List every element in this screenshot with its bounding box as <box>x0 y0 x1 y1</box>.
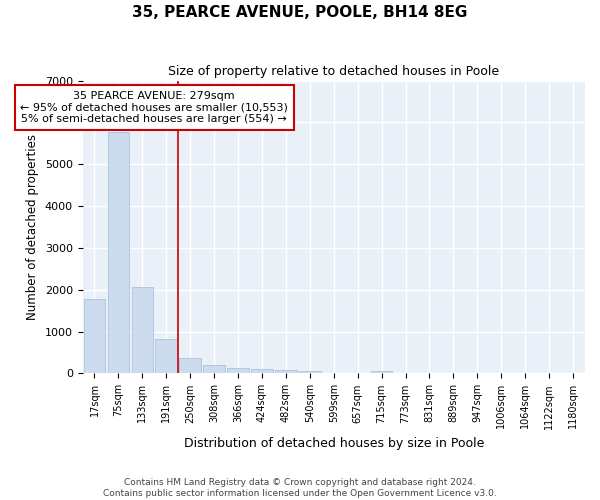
Y-axis label: Number of detached properties: Number of detached properties <box>26 134 39 320</box>
Text: 35 PEARCE AVENUE: 279sqm
← 95% of detached houses are smaller (10,553)
5% of sem: 35 PEARCE AVENUE: 279sqm ← 95% of detach… <box>20 91 288 124</box>
Bar <box>251 370 273 374</box>
Bar <box>107 132 129 374</box>
Bar <box>203 364 225 374</box>
Bar <box>227 368 249 374</box>
Text: Contains HM Land Registry data © Crown copyright and database right 2024.
Contai: Contains HM Land Registry data © Crown c… <box>103 478 497 498</box>
X-axis label: Distribution of detached houses by size in Poole: Distribution of detached houses by size … <box>184 437 484 450</box>
Bar <box>299 371 320 374</box>
Bar <box>131 288 153 374</box>
Title: Size of property relative to detached houses in Poole: Size of property relative to detached ho… <box>168 65 499 78</box>
Bar <box>84 299 105 374</box>
Bar <box>155 339 177 374</box>
Text: 35, PEARCE AVENUE, POOLE, BH14 8EG: 35, PEARCE AVENUE, POOLE, BH14 8EG <box>133 5 467 20</box>
Bar <box>179 358 201 374</box>
Bar <box>371 372 392 374</box>
Bar <box>275 370 296 374</box>
